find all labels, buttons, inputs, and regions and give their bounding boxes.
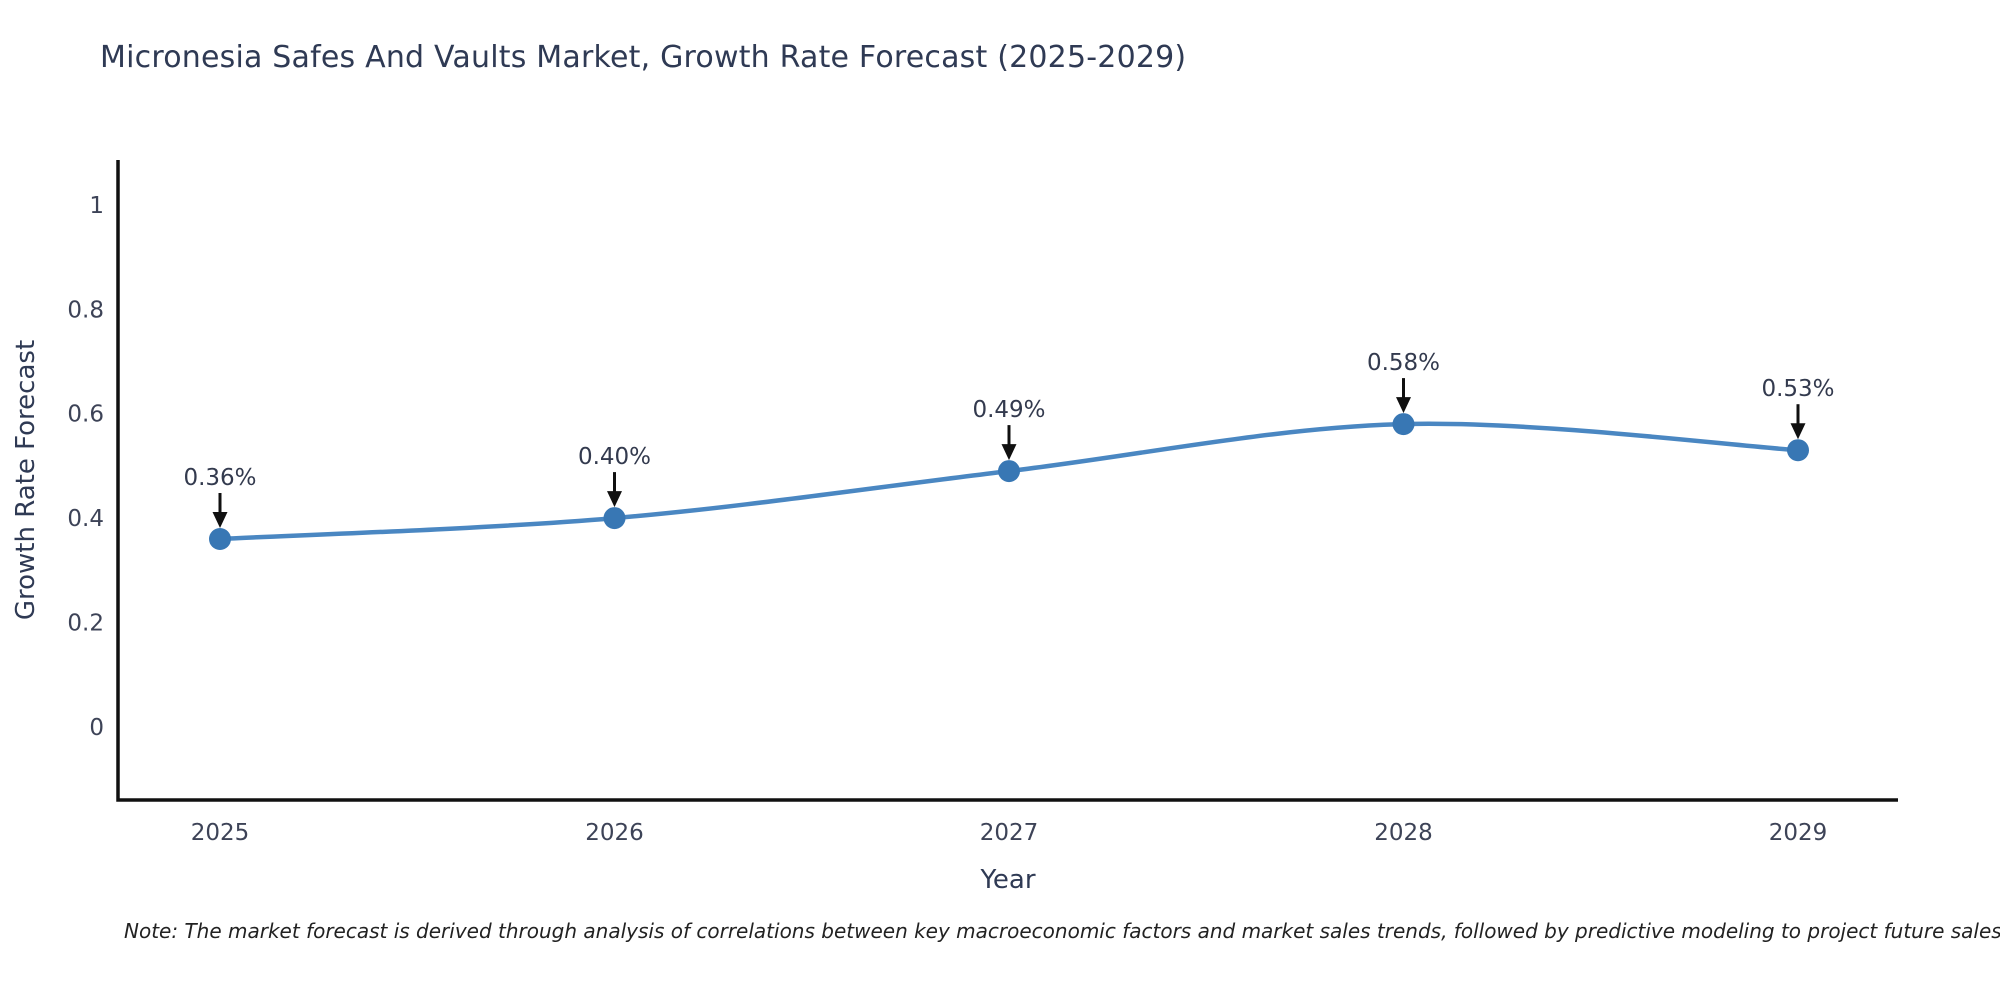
footnote: Note: The market forecast is derived thr… xyxy=(124,919,2000,943)
data-point-label: 0.40% xyxy=(578,444,651,470)
data-point-marker xyxy=(1392,413,1415,436)
x-axis-title: Year xyxy=(979,865,1035,895)
y-tick-label: 0.4 xyxy=(67,506,104,532)
x-tick-label: 2025 xyxy=(191,820,250,846)
data-point-label: 0.49% xyxy=(972,397,1045,423)
y-tick-label: 1 xyxy=(89,193,104,219)
annotation-arrowhead-icon xyxy=(1790,423,1806,440)
y-axis-title: Growth Rate Forecast xyxy=(11,340,41,620)
x-tick-label: 2029 xyxy=(1769,820,1828,846)
annotation-arrowhead-icon xyxy=(212,512,228,528)
data-point-marker xyxy=(603,507,626,530)
y-tick-label: 0 xyxy=(89,715,104,741)
annotation-arrowhead-icon xyxy=(1001,444,1017,461)
x-tick-label: 2026 xyxy=(585,820,644,846)
annotation-arrowhead-icon xyxy=(607,491,622,508)
y-tick-label: 0.8 xyxy=(67,297,104,323)
y-tick-label: 0.6 xyxy=(67,402,104,428)
data-point-label: 0.53% xyxy=(1761,376,1834,402)
axes-lines xyxy=(116,160,1898,802)
chart-title: Micronesia Safes And Vaults Market, Grow… xyxy=(100,40,1187,75)
x-tick-label: 2027 xyxy=(980,820,1039,846)
x-tick-label: 2028 xyxy=(1374,820,1433,846)
data-point-marker xyxy=(209,528,231,550)
data-point-marker xyxy=(998,460,1020,483)
y-tick-label: 0.2 xyxy=(67,611,104,637)
annotation-arrowhead-icon xyxy=(1396,397,1411,414)
data-point-marker xyxy=(1787,439,1809,462)
data-point-label: 0.36% xyxy=(183,465,256,491)
data-point-label: 0.58% xyxy=(1367,350,1440,376)
